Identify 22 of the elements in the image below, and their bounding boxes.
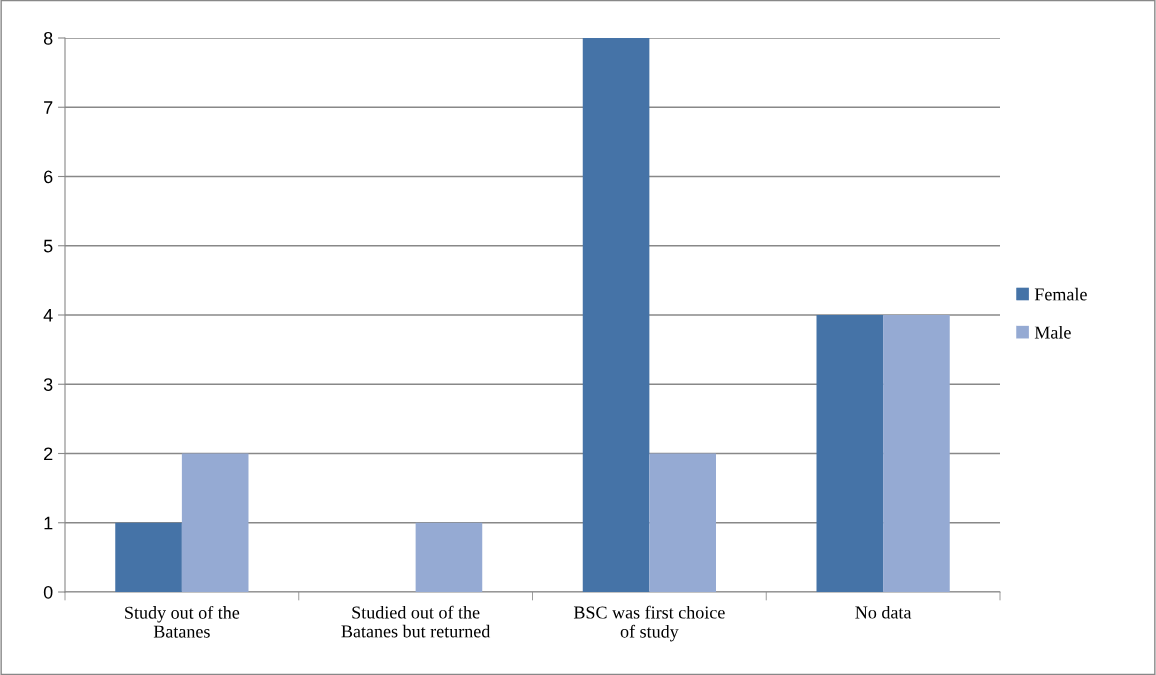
y-tick-label: 6 xyxy=(44,170,53,184)
x-tick-label: BSC was first choice of study xyxy=(573,605,725,642)
x-tick-label: No data xyxy=(855,605,912,619)
bar xyxy=(649,453,716,592)
bar xyxy=(582,38,650,592)
y-tick-label: 7 xyxy=(44,101,53,114)
legend-label: Female xyxy=(1034,287,1087,301)
bar xyxy=(181,453,249,592)
y-tick-label: 1 xyxy=(44,516,53,530)
x-tick-label: Studied out of the Batanes but returned xyxy=(341,605,491,638)
y-tick-label: 2 xyxy=(44,447,53,461)
legend-label: Male xyxy=(1034,325,1071,339)
y-tick-label: 5 xyxy=(43,239,53,253)
x-tick-label: Study out of the Batanes xyxy=(125,605,240,638)
y-tick-label: 8 xyxy=(43,31,53,45)
y-tick-label: 4 xyxy=(43,309,53,322)
bar xyxy=(883,315,950,592)
y-tick-label: 3 xyxy=(43,378,53,391)
bar xyxy=(816,315,884,592)
y-tick-label: 0 xyxy=(43,585,53,599)
bar xyxy=(115,522,182,592)
bar xyxy=(415,522,483,592)
